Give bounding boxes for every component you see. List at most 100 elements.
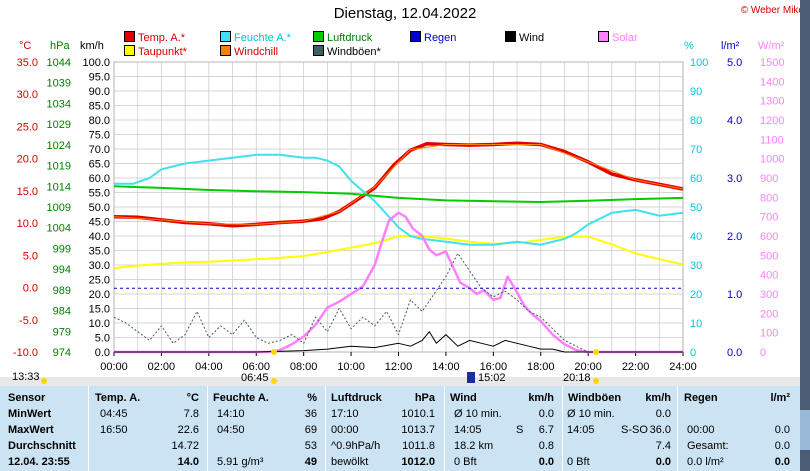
hum-value: 69 — [304, 424, 317, 436]
temp-tick: -10.0 — [13, 347, 38, 359]
press-tick: 1034 — [47, 98, 71, 110]
wind-tick: 35.0 — [89, 246, 110, 258]
legend-item: Solar — [598, 31, 638, 44]
legend-item: Regen — [410, 31, 456, 44]
solar-tick: 700 — [760, 212, 778, 224]
press-tick: 974 — [53, 347, 71, 359]
wind-tick: 60.0 — [89, 173, 110, 185]
x-tick: 04:00 — [195, 361, 223, 373]
solar-tick: 0 — [760, 347, 766, 359]
legend-item: Wind — [505, 31, 544, 44]
unit-press: hPa — [50, 40, 70, 52]
rain-value: 0.0 — [774, 440, 790, 452]
press-tick: 1024 — [47, 140, 71, 152]
rain-info: 0.0 l/m² — [687, 456, 724, 468]
x-tick: 10:00 — [337, 361, 365, 373]
solar-tick: 300 — [760, 289, 778, 301]
wind-tick: 0.0 — [95, 347, 110, 359]
legend-label: Solar — [612, 32, 638, 44]
rain-tick: 1.0 — [727, 289, 742, 301]
wind-tick: 85.0 — [89, 101, 110, 113]
wind-tick: 75.0 — [89, 130, 110, 142]
table-header: l/m² — [770, 392, 790, 404]
gust-dir: S-SO — [621, 424, 648, 436]
solar-tick: 800 — [760, 192, 778, 204]
series-line — [114, 211, 683, 354]
wind-tick: 95.0 — [89, 72, 110, 84]
legend-swatch — [313, 45, 324, 56]
table-header: Feuchte A. — [213, 392, 269, 404]
gust-info: 14:05 — [567, 424, 595, 436]
table-separator — [88, 386, 89, 471]
wind-value: 6.7 — [538, 424, 554, 436]
x-tick: 12:00 — [385, 361, 413, 373]
temp-value: 14.72 — [171, 440, 199, 452]
series-line — [113, 252, 683, 353]
mid-time: 15:02 — [478, 372, 506, 384]
press-tick: 984 — [53, 306, 71, 318]
series-line — [113, 144, 684, 225]
table-separator — [325, 386, 326, 471]
solar-tick: 900 — [760, 173, 778, 185]
wind-tick: 10.0 — [89, 318, 110, 330]
table-header: km/h — [528, 392, 554, 404]
press-time: 00:00 — [331, 424, 359, 436]
hum-tick: 0 — [690, 347, 696, 359]
hum-tick: 80 — [690, 115, 702, 127]
wind-tick: 30.0 — [89, 260, 110, 272]
window-edge-light — [800, 410, 810, 450]
hum-tick: 30 — [690, 260, 702, 272]
press-tick: 1039 — [47, 78, 71, 90]
table-header: °C — [186, 392, 199, 404]
hum-tick: 90 — [690, 86, 702, 98]
weather-chart: 35.0 30.0 25.0 20.0 15.0 10.0 5.0 0.0 -5.0 -10.0 1… — [0, 57, 800, 386]
press-tick: 1009 — [47, 202, 71, 214]
solar-tick: 400 — [760, 270, 778, 282]
sunrise-axis-marker — [271, 349, 277, 355]
x-tick: 22:00 — [622, 361, 650, 373]
wind-tick: 100.0 — [82, 57, 110, 69]
rain-value: 0.0 — [774, 424, 790, 436]
gust-value: 0.0 — [655, 456, 671, 468]
unit-temp: °C — [19, 40, 32, 52]
press-tick: 1014 — [47, 181, 71, 193]
temp-tick: 25.0 — [17, 121, 38, 133]
wind-tick: 65.0 — [89, 159, 110, 171]
temp-tick: 20.0 — [17, 154, 38, 166]
legend-item: Taupunkt* — [124, 45, 187, 58]
rain-tick: 5.0 — [727, 57, 742, 69]
temp-value: 22.6 — [177, 424, 199, 436]
wind-value: 0.8 — [538, 440, 554, 452]
wind-tick: 20.0 — [89, 289, 110, 301]
legend-label: Temp. A.* — [138, 32, 186, 44]
legend-label: Taupunkt* — [138, 46, 187, 58]
press-tick: 979 — [53, 326, 71, 338]
hum-value: 53 — [304, 440, 317, 452]
copyright: © Weber Mike — [740, 5, 804, 16]
temp-tick: 35.0 — [17, 57, 38, 69]
hum-value: 36 — [304, 408, 317, 420]
wind-value: 0.0 — [538, 456, 554, 468]
press-value: 1013.7 — [401, 424, 435, 436]
solar-tick: 100 — [760, 328, 778, 340]
rain-info: Gesamt: — [687, 440, 729, 452]
legend-swatch — [124, 31, 135, 42]
unit-solar: W/m² — [758, 40, 785, 52]
temp-value: 14.0 — [177, 456, 199, 468]
x-tick: 24:00 — [669, 361, 697, 373]
unit-wind: km/h — [80, 40, 104, 52]
series-line — [114, 331, 683, 353]
unit-hum: % — [684, 40, 694, 52]
row-label: Durchschnitt — [8, 440, 76, 452]
solar-tick: 1500 — [760, 57, 784, 69]
legend-label: Luftdruck — [327, 32, 373, 44]
legend-item: Luftdruck — [313, 31, 372, 44]
press-time: 17:10 — [331, 408, 359, 420]
hum-tick: 50 — [690, 202, 702, 214]
press-value: 1010.1 — [401, 408, 435, 420]
press-value: 1011.8 — [402, 440, 435, 452]
sun-marker — [41, 378, 47, 384]
temp-tick: 30.0 — [17, 89, 38, 101]
window-edge — [800, 0, 810, 471]
x-tick: 06:00 — [242, 361, 270, 373]
